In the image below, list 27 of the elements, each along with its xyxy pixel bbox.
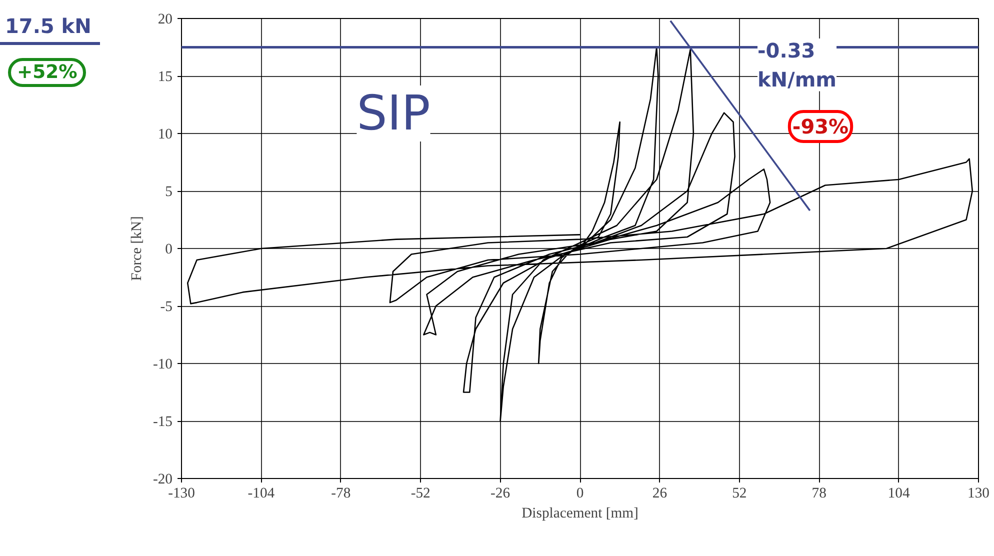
x-tick-label: -78	[331, 486, 351, 502]
annotation: SIP	[356, 86, 430, 142]
y-tick-label: -5	[160, 299, 173, 315]
x-tick-label: 26	[652, 486, 668, 502]
text: +52%	[8, 58, 86, 87]
y-tick-label: 0	[165, 242, 172, 258]
annotation: -93%	[792, 114, 849, 138]
ref-line-label: 17.5 kN	[5, 14, 92, 38]
x-tick-label: 104	[888, 486, 910, 502]
y-tick-label: -15	[152, 414, 173, 430]
y-tick-label: 10	[158, 126, 172, 142]
annotation: -0.33 kN/mm	[758, 38, 837, 92]
y-tick-label: 5	[165, 184, 172, 200]
x-tick-label: 78	[812, 486, 826, 502]
x-tick-label: -104	[248, 486, 276, 502]
x-tick-label: -130	[168, 486, 195, 502]
x-tick-label: 52	[732, 486, 747, 502]
y-tick-label: -20	[152, 472, 173, 488]
y-axis-title: Force [kN]	[128, 216, 145, 281]
y-tick-label: 15	[158, 69, 172, 85]
y-tick-label: 20	[158, 12, 172, 28]
x-tick-label: -26	[490, 486, 510, 502]
x-axis-title: Displacement [mm]	[522, 506, 638, 522]
x-tick-label: 0	[576, 486, 584, 502]
y-tick-label: -10	[152, 356, 173, 372]
x-tick-label: -52	[410, 486, 430, 502]
x-tick-label: 130	[968, 486, 990, 502]
